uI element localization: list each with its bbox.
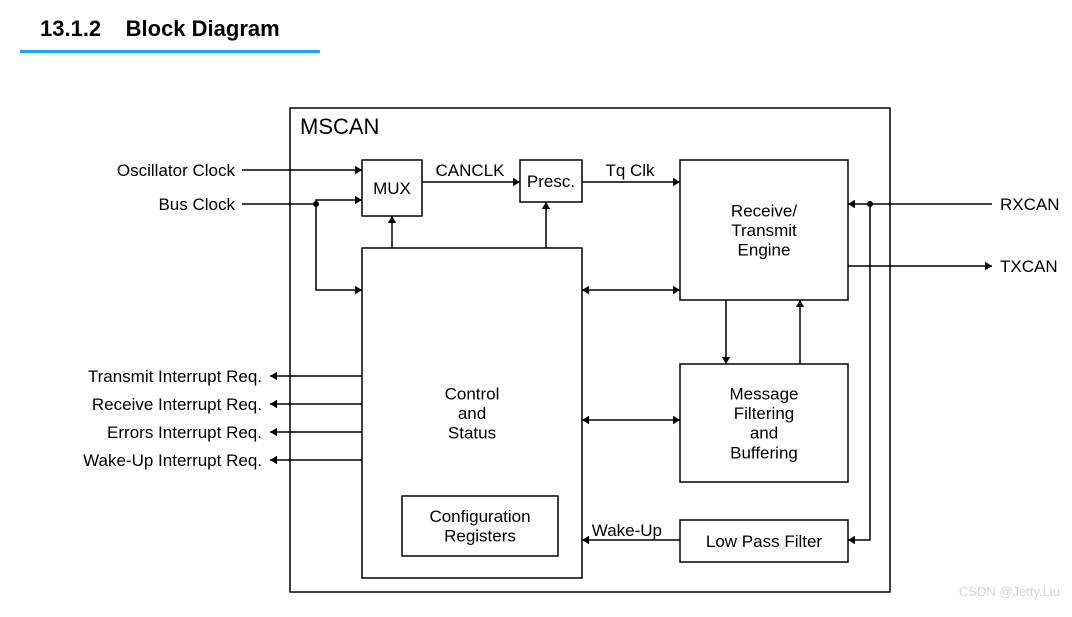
svg-text:MUX: MUX	[373, 179, 411, 198]
svg-text:Receive/TransmitEngine: Receive/TransmitEngine	[731, 201, 797, 259]
block-diagram-svg: MSCANMUXPresc.Receive/TransmitEngineCont…	[0, 0, 1072, 617]
rxcan-to-lpf	[848, 204, 870, 540]
bus-to-control	[316, 204, 362, 290]
label-tx_irq: Transmit Interrupt Req.	[88, 367, 262, 386]
label-bus_clock: Bus Clock	[158, 195, 235, 214]
edge-label-wakeup: Wake-Up	[592, 521, 662, 540]
label-rx_irq: Receive Interrupt Req.	[92, 395, 262, 414]
edge-label-tqclk: Tq Clk	[605, 161, 655, 180]
bus-to-mux	[242, 200, 362, 204]
label-err_irq: Errors Interrupt Req.	[107, 423, 262, 442]
svg-text:Low Pass Filter: Low Pass Filter	[706, 532, 823, 551]
svg-text:ConfigurationRegisters: ConfigurationRegisters	[429, 507, 530, 546]
watermark: CSDN @Jetty.Liu	[959, 584, 1060, 599]
label-txcan: TXCAN	[1000, 257, 1058, 276]
label-wu_irq: Wake-Up Interrupt Req.	[83, 451, 262, 470]
edge-label-canclk: CANCLK	[436, 161, 506, 180]
svg-text:MSCAN: MSCAN	[300, 114, 379, 139]
label-rxcan: RXCAN	[1000, 195, 1060, 214]
label-osc_clock: Oscillator Clock	[117, 161, 236, 180]
svg-text:Presc.: Presc.	[527, 172, 575, 191]
